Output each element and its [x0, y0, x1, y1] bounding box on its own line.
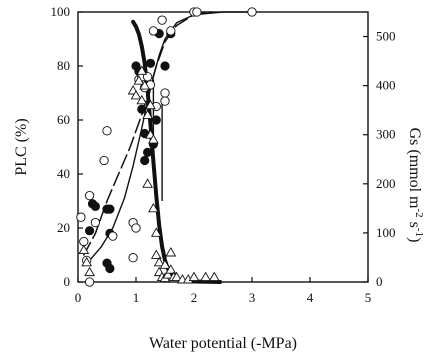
point-open-triangle: [136, 94, 148, 105]
x-axis-title: Water potential (-MPa): [149, 335, 297, 352]
point-open-triangle: [188, 271, 200, 281]
point-open-circle: [99, 155, 109, 166]
point-open-triangle: [78, 244, 90, 254]
y-left-tick-label: 40: [57, 166, 70, 181]
point-open-circle: [84, 190, 95, 201]
ylabel-right-mid: s: [406, 218, 423, 228]
point-open-circle: [128, 253, 138, 263]
y-right-tick-label: 0: [376, 274, 383, 289]
point-open-circle: [148, 26, 159, 36]
point-open-triangle: [171, 271, 182, 281]
point-open-triangle: [84, 266, 95, 277]
point-open-triangle: [153, 256, 165, 267]
ylabel-right-main: Gs (mmol m: [406, 128, 423, 209]
point-open-circle: [160, 88, 170, 98]
point-open-circle: [160, 96, 170, 106]
curve-solid-thin: [83, 11, 253, 267]
curves: [83, 11, 253, 284]
point-open-circle: [247, 7, 257, 17]
y-right-tick-label: 200: [376, 176, 396, 191]
x-tick-label: 4: [307, 290, 314, 305]
ylabel-right-end: ): [406, 237, 423, 242]
point-open-circle: [192, 7, 202, 17]
point-open-triangle: [165, 264, 177, 274]
point-open-triangle: [142, 178, 153, 188]
ylabel-right-sup1: -2: [413, 208, 425, 217]
curve-dashed: [83, 11, 213, 256]
point-open-circle: [84, 277, 95, 287]
point-open-circle: [131, 223, 141, 233]
y-left-tick-label: 100: [51, 4, 71, 19]
point-filled-circle: [140, 155, 150, 166]
point-open-triangle: [139, 80, 151, 90]
points: [76, 7, 257, 287]
point-filled-circle: [90, 201, 101, 211]
point-open-triangle: [136, 65, 148, 75]
point-open-triangle: [150, 227, 162, 237]
point-filled-circle: [160, 61, 170, 71]
point-open-circle: [76, 212, 86, 222]
point-open-circle: [102, 126, 112, 136]
x-tick-label: 0: [75, 290, 82, 305]
point-filled-circle: [151, 115, 161, 125]
point-open-triangle: [162, 269, 174, 279]
point-filled-circle: [85, 226, 95, 236]
point-filled-circle: [145, 58, 156, 68]
point-filled-circle: [137, 104, 147, 114]
ticks: [77, 11, 369, 283]
point-filled-circle: [105, 204, 115, 214]
point-open-triangle: [165, 247, 177, 257]
y-right-tick-label: 400: [376, 78, 396, 93]
y-axis-title-right: Gs (mmol m-2 s-1): [406, 128, 425, 243]
point-filled-circle: [105, 263, 115, 274]
point-open-triangle: [148, 202, 159, 213]
point-open-triangle: [130, 89, 142, 100]
point-open-triangle: [142, 109, 153, 119]
point-filled-circle: [143, 147, 153, 157]
point-open-circle: [90, 217, 101, 228]
plot-frame: [77, 11, 369, 283]
y-left-tick-label: 80: [57, 58, 70, 73]
point-open-circle: [79, 236, 89, 247]
point-open-circle: [166, 26, 176, 36]
ylabel-right-sup2: -1: [413, 228, 425, 237]
point-open-triangle: [81, 256, 93, 267]
point-open-triangle: [200, 271, 211, 281]
x-tick-label: 3: [249, 290, 256, 305]
point-open-triangle: [133, 75, 145, 85]
point-open-circle: [108, 231, 118, 241]
y-left-tick-label: 20: [57, 220, 70, 235]
x-tick-label: 2: [191, 290, 198, 305]
y-right-tick-label: 100: [376, 225, 396, 240]
x-tick-label: 5: [365, 290, 372, 305]
point-open-triangle: [148, 134, 159, 144]
y-right-tick-label: 500: [376, 29, 396, 44]
x-tick-label: 1: [133, 290, 140, 305]
y-left-tick-label: 0: [64, 274, 71, 289]
point-open-triangle: [208, 271, 220, 281]
point-open-triangle: [159, 259, 171, 269]
point-open-triangle: [150, 249, 162, 259]
point-open-circle: [157, 15, 167, 25]
y-right-tick-label: 300: [376, 127, 396, 142]
y-left-tick-label: 60: [57, 112, 70, 127]
point-open-triangle: [145, 99, 156, 110]
y-axis-title-left: PLC (%): [13, 118, 30, 175]
